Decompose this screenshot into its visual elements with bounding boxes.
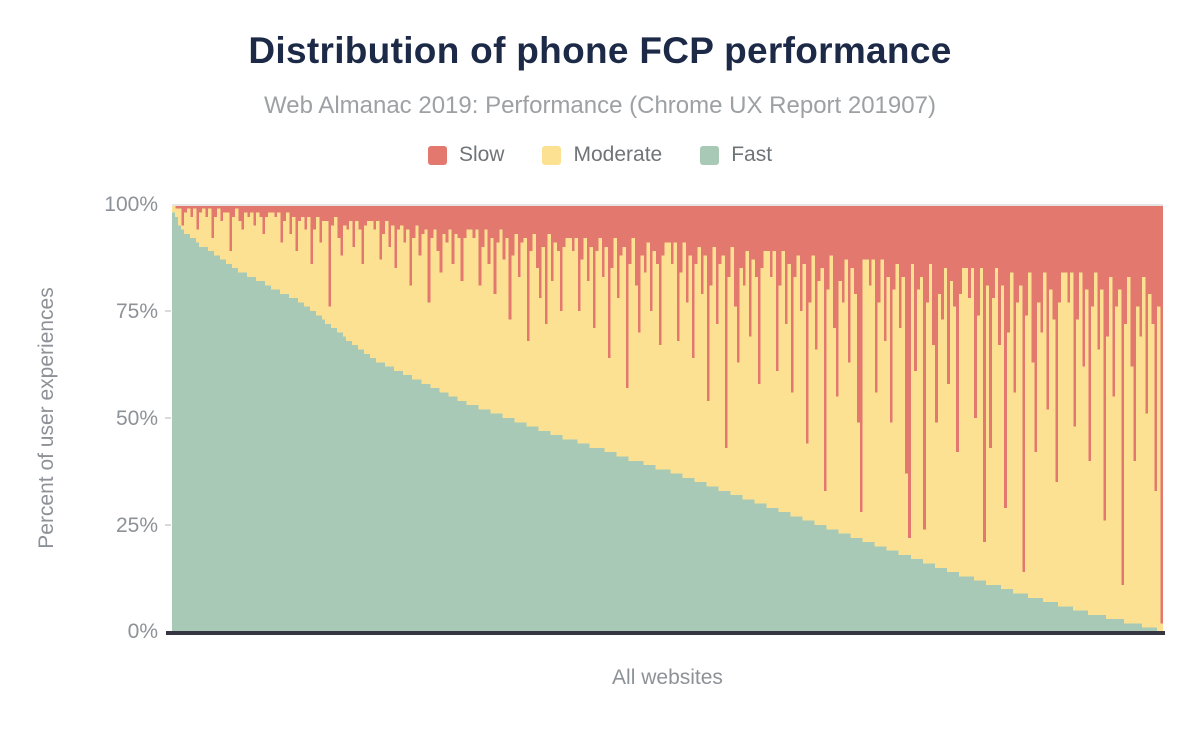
y-tick-mark-75 [165, 310, 171, 312]
y-tick-0: 0% [127, 620, 158, 643]
y-tick-mark-50 [165, 417, 171, 419]
plot-area [172, 204, 1163, 632]
chart-title: Distribution of phone FCP performance [248, 30, 952, 71]
legend: Slow Moderate Fast [0, 143, 1200, 167]
legend-item-slow: Slow [427, 143, 505, 167]
legend-label-slow: Slow [458, 143, 505, 166]
x-axis-line [166, 631, 1165, 635]
y-tick-50: 50% [115, 407, 158, 430]
legend-label-moderate: Moderate [573, 143, 663, 166]
legend-label-fast: Fast [731, 143, 773, 166]
legend-swatch-fast [700, 145, 720, 165]
legend-swatch-moderate [542, 145, 562, 165]
legend-item-fast: Fast [700, 143, 772, 167]
y-tick-25: 25% [115, 514, 158, 537]
y-tick-75: 75% [115, 300, 158, 323]
stacked-bars-svg [172, 204, 1163, 632]
x-axis-label: All websites [612, 666, 723, 689]
legend-swatch-slow [427, 145, 447, 165]
y-tick-mark-25 [165, 524, 171, 526]
legend-item-moderate: Moderate [542, 143, 662, 167]
y-tick-100: 100% [104, 193, 158, 216]
chart-subtitle: Web Almanac 2019: Performance (Chrome UX… [264, 92, 936, 119]
